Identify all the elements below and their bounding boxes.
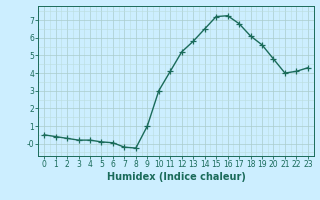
X-axis label: Humidex (Indice chaleur): Humidex (Indice chaleur) — [107, 172, 245, 182]
